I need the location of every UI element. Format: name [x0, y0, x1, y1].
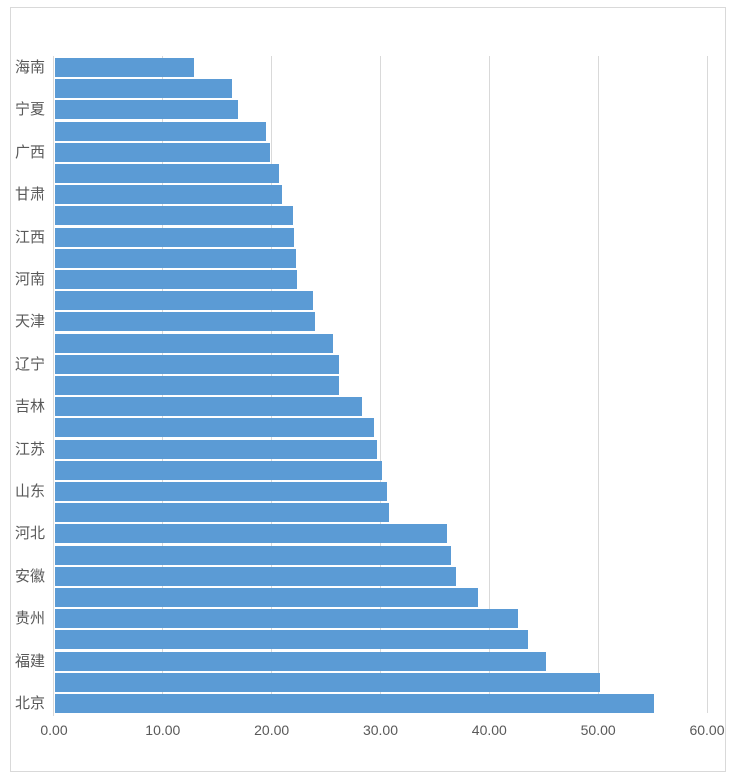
category-label-安徽: 安徽	[14, 567, 45, 585]
category-label-江苏: 江苏	[14, 440, 45, 458]
x-tick-label-40.00: 40.00	[471, 722, 507, 738]
bar-row-30[interactable]	[55, 672, 601, 692]
bar-row-22[interactable]	[55, 503, 390, 523]
value-axis-line	[53, 56, 54, 716]
bar-广西[interactable]	[55, 142, 271, 162]
category-label-甘肃: 甘肃	[14, 186, 45, 204]
gridline	[380, 56, 381, 713]
category-label-河北: 河北	[14, 525, 45, 543]
bar-宁夏[interactable]	[55, 100, 238, 120]
category-label-河南: 河南	[14, 271, 45, 288]
bar-row-6[interactable]	[55, 164, 280, 183]
bar-辽宁[interactable]	[55, 354, 340, 374]
bar-row-24[interactable]	[55, 545, 452, 565]
bar-福建[interactable]	[55, 651, 546, 671]
bar-row-2[interactable]	[55, 79, 233, 99]
category-label-辽宁: 辽宁	[14, 355, 45, 373]
bar-row-20[interactable]	[55, 460, 382, 480]
category-label-宁夏: 宁夏	[14, 101, 45, 119]
gridline	[488, 56, 490, 713]
bar-row-28[interactable]	[55, 630, 529, 650]
bar-天津[interactable]	[55, 312, 316, 332]
plot-area	[53, 56, 708, 716]
chart-frame[interactable]: 海南宁夏广西甘肃江西河南天津辽宁吉林江苏山东河北安徽贵州福建北京 0.00 10.…	[10, 7, 726, 772]
bar-row-16[interactable]	[55, 376, 340, 395]
bar-安徽[interactable]	[55, 566, 456, 586]
x-tick-label-30.00: 30.00	[362, 722, 399, 738]
x-tick-label-50.00: 50.00	[580, 722, 616, 738]
bar-河北[interactable]	[55, 524, 447, 544]
bar-row-12[interactable]	[55, 291, 313, 311]
category-label-吉林: 吉林	[14, 398, 45, 416]
bar-江苏[interactable]	[55, 439, 378, 459]
x-tick-label-60.00: 60.00	[689, 722, 725, 738]
category-label-山东: 山东	[14, 483, 45, 500]
x-tick-label-10.00: 10.00	[145, 722, 181, 738]
category-label-海南: 海南	[14, 59, 45, 76]
bar-北京[interactable]	[55, 694, 654, 713]
category-label-福建: 福建	[14, 652, 45, 670]
bar-江西[interactable]	[55, 227, 295, 247]
bar-甘肃[interactable]	[55, 185, 283, 205]
bar-海南[interactable]	[55, 58, 195, 77]
category-label-贵州: 贵州	[14, 610, 45, 628]
bar-row-4[interactable]	[55, 121, 267, 141]
bar-row-10[interactable]	[55, 248, 296, 268]
category-label-江西: 江西	[14, 228, 45, 246]
bar-河南[interactable]	[55, 270, 297, 289]
bar-row-26[interactable]	[55, 588, 479, 607]
bar-吉林[interactable]	[55, 397, 362, 417]
category-label-天津: 天津	[14, 313, 45, 331]
bar-row-14[interactable]	[55, 333, 333, 353]
x-tick-label-20.00: 20.00	[254, 722, 290, 738]
bar-贵州[interactable]	[55, 609, 518, 629]
bar-row-8[interactable]	[55, 206, 294, 226]
bar-山东[interactable]	[55, 482, 387, 501]
category-label-广西: 广西	[14, 143, 45, 161]
gridline	[706, 56, 708, 713]
category-label-北京: 北京	[14, 695, 45, 712]
gridline	[597, 56, 599, 713]
bar-row-18[interactable]	[55, 418, 374, 438]
x-tick-label-0.00: 0.00	[40, 722, 68, 738]
